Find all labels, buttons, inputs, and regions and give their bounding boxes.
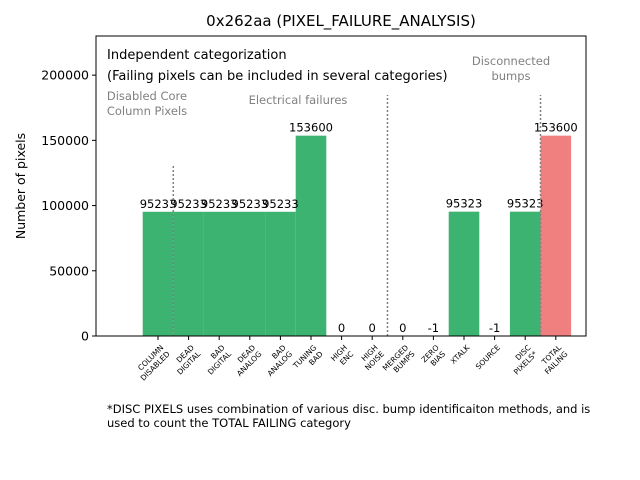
group-label-0-line-1: Column Pixels [107,104,187,118]
x-tick-label-1: DEADDIGITAL [169,342,203,376]
bar-0 [142,211,174,336]
y-tick-label-1: 50000 [49,263,89,278]
bar-10 [448,211,480,336]
x-tick-label-11: SOURCE [474,343,502,371]
data-label-11: -1 [489,321,500,335]
y-tick-label-3: 150000 [41,133,89,148]
y-tick-label-0: 0 [81,329,89,344]
chart-title: 0x262aa (PIXEL_FAILURE_ANALYSIS) [206,12,476,31]
x-tick-label-8: MERGEDBUMPS [381,343,417,379]
bar-2 [203,211,235,336]
annotation-box-line2: (Failing pixels can be included in sever… [107,69,448,84]
footnote: *DISC PIXELS uses combination of various… [107,402,591,430]
data-label-10: 95323 [446,197,483,211]
group-label-2-line-1: bumps [491,69,530,83]
x-tick-label-2: BADDIGITAL [200,342,234,376]
bar-1 [173,211,204,336]
x-tick-label-5: TUNINGBAD [291,343,325,377]
data-label-9: -1 [428,321,439,335]
x-tick-label-9: ZEROBIAS [420,343,448,371]
y-tick-label-4: 200000 [41,68,89,83]
bar-12 [509,211,541,336]
data-label-6: 0 [338,321,345,335]
bar-5 [295,135,327,336]
data-label-2: 95233 [201,197,238,211]
bar-13 [540,135,572,336]
data-label-1: 95233 [170,197,207,211]
x-tick-label-6: HIGHENC [329,343,355,369]
x-tick-label-4: BADANALOG [259,343,294,378]
data-label-7: 0 [369,321,376,335]
annotation-box-line1: Independent categorization [107,48,287,63]
x-tick-label-12: DISCPIXELS* [506,343,540,377]
group-label-2-line-0: Disconnected [472,54,550,68]
group-label-1-line-0: Electrical failures [249,93,348,107]
data-label-13: 153600 [534,121,578,135]
data-label-0: 95233 [140,197,177,211]
x-tick-label-0: COLUMNDISABLED [132,343,172,383]
y-tick-label-2: 100000 [41,198,89,213]
bar-3 [234,211,266,336]
x-tick-label-13: TOTALFAILING [536,342,570,376]
bar-4 [265,211,296,336]
data-label-12: 95323 [507,197,544,211]
x-tick-label-3: DEADANALOG [229,343,264,378]
axes-frame [95,35,587,337]
group-label-0-line-0: Disabled Core [107,89,187,103]
x-tick-label-10: XTALK [449,342,473,366]
data-label-3: 95233 [232,197,269,211]
data-label-4: 95233 [262,197,299,211]
data-label-5: 153600 [289,121,333,135]
data-label-8: 0 [399,321,406,335]
y-axis-label: Number of pixels [13,133,28,239]
